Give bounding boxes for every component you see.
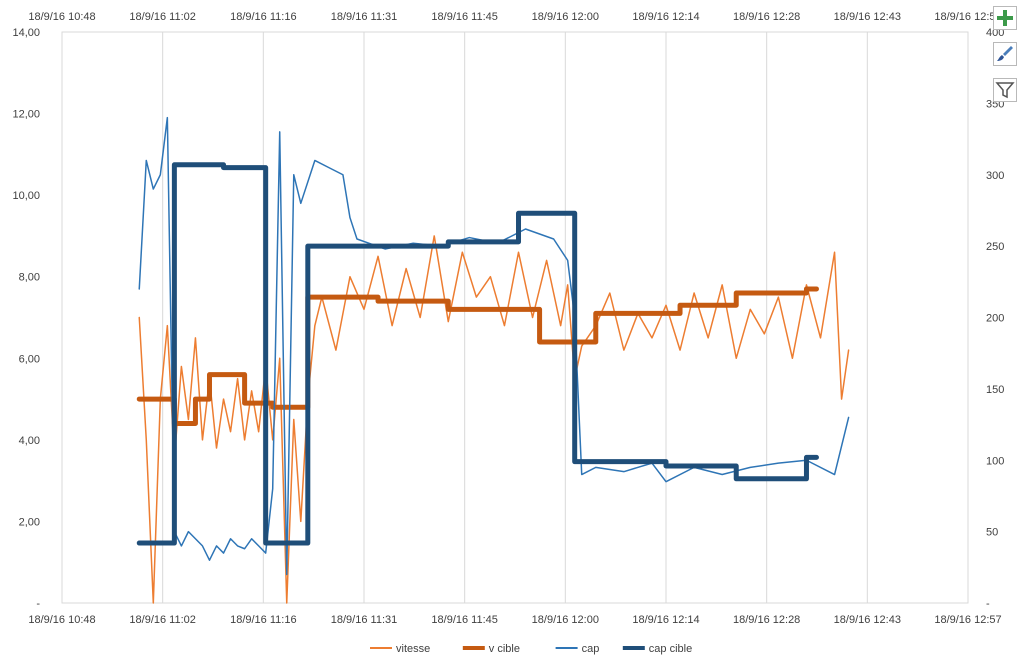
x-tick-label-top: 18/9/16 12:57 <box>934 11 1001 23</box>
x-tick-label-bottom: 18/9/16 12:28 <box>733 614 800 626</box>
x-tick-label-bottom: 18/9/16 12:57 <box>934 614 1001 626</box>
legend-label: cap cible <box>649 643 692 655</box>
y-right-tick-label: 200 <box>986 313 1004 325</box>
legend-item: cap <box>555 643 600 655</box>
series-layer <box>136 116 850 604</box>
y-left-tick-label: 2,00 <box>19 516 40 528</box>
x-tick-label-top: 18/9/16 11:45 <box>431 11 497 23</box>
y-right-tick-label: 300 <box>986 170 1004 182</box>
y-left-tick-label: 6,00 <box>19 353 40 365</box>
x-tick-label-bottom: 18/9/16 11:16 <box>230 614 296 626</box>
x-tick-label-top: 18/9/16 11:16 <box>230 11 296 23</box>
chart-elements-button[interactable] <box>993 6 1017 30</box>
y-right-tick-label: 150 <box>986 384 1004 396</box>
series-line-cap-cible <box>136 162 819 546</box>
x-tick-label-top: 18/9/16 12:43 <box>834 11 901 23</box>
legend-label: v cible <box>489 643 520 655</box>
legend-label: cap <box>582 643 600 655</box>
y-right-tick-label: 50 <box>986 527 998 539</box>
axes-layer: 18/9/16 10:48 18/9/16 10:48 18/9/16 11:02 1… <box>12 11 1004 626</box>
chart-filters-button[interactable] <box>993 78 1017 102</box>
x-tick-label-top: 18/9/16 12:00 <box>532 11 599 23</box>
legend-label: vitesse <box>396 643 430 655</box>
y-left-tick-label: 8,00 <box>19 272 40 284</box>
y-right-tick-label: 400 <box>986 27 1004 39</box>
grid-layer <box>61 31 969 604</box>
series-line-cap <box>138 116 850 576</box>
plus-icon <box>997 10 1013 26</box>
x-tick-label-bottom: 18/9/16 12:14 <box>632 614 699 626</box>
x-tick-label-top: 18/9/16 10:48 <box>28 11 95 23</box>
y-left-tick-label: 4,00 <box>19 435 40 447</box>
legend-item: v cible <box>462 643 520 655</box>
x-tick-label-bottom: 18/9/16 11:45 <box>431 614 497 626</box>
y-left-tick-label: - <box>36 598 40 610</box>
legend: vitesse v cible cap cap cible <box>370 643 692 655</box>
legend-item: cap cible <box>622 643 692 655</box>
chart-styles-button[interactable] <box>993 42 1017 66</box>
series-line-v-cible <box>136 286 819 427</box>
y-left-tick-label: 14,00 <box>12 27 40 39</box>
x-tick-label-top: 18/9/16 12:14 <box>632 11 699 23</box>
plot-border <box>61 31 969 604</box>
legend-item: vitesse <box>370 643 430 655</box>
brush-icon <box>997 46 1013 61</box>
y-right-tick-label: - <box>986 598 990 610</box>
x-tick-label-top: 18/9/16 11:02 <box>129 11 195 23</box>
y-left-tick-label: 12,00 <box>12 109 40 121</box>
x-tick-label-bottom: 18/9/16 10:48 <box>28 614 95 626</box>
series-line-vitesse <box>138 235 850 604</box>
x-tick-label-top: 18/9/16 12:28 <box>733 11 800 23</box>
x-tick-label-bottom: 18/9/16 11:31 <box>331 614 397 626</box>
y-left-tick-label: 10,00 <box>12 190 40 202</box>
funnel-icon <box>995 82 1015 99</box>
x-tick-label-bottom: 18/9/16 12:00 <box>532 614 599 626</box>
y-right-tick-label: 250 <box>986 241 1004 253</box>
x-tick-label-bottom: 18/9/16 11:02 <box>129 614 195 626</box>
x-tick-label-top: 18/9/16 11:31 <box>331 11 397 23</box>
y-right-tick-label: 100 <box>986 455 1004 467</box>
x-tick-label-bottom: 18/9/16 12:43 <box>834 614 901 626</box>
